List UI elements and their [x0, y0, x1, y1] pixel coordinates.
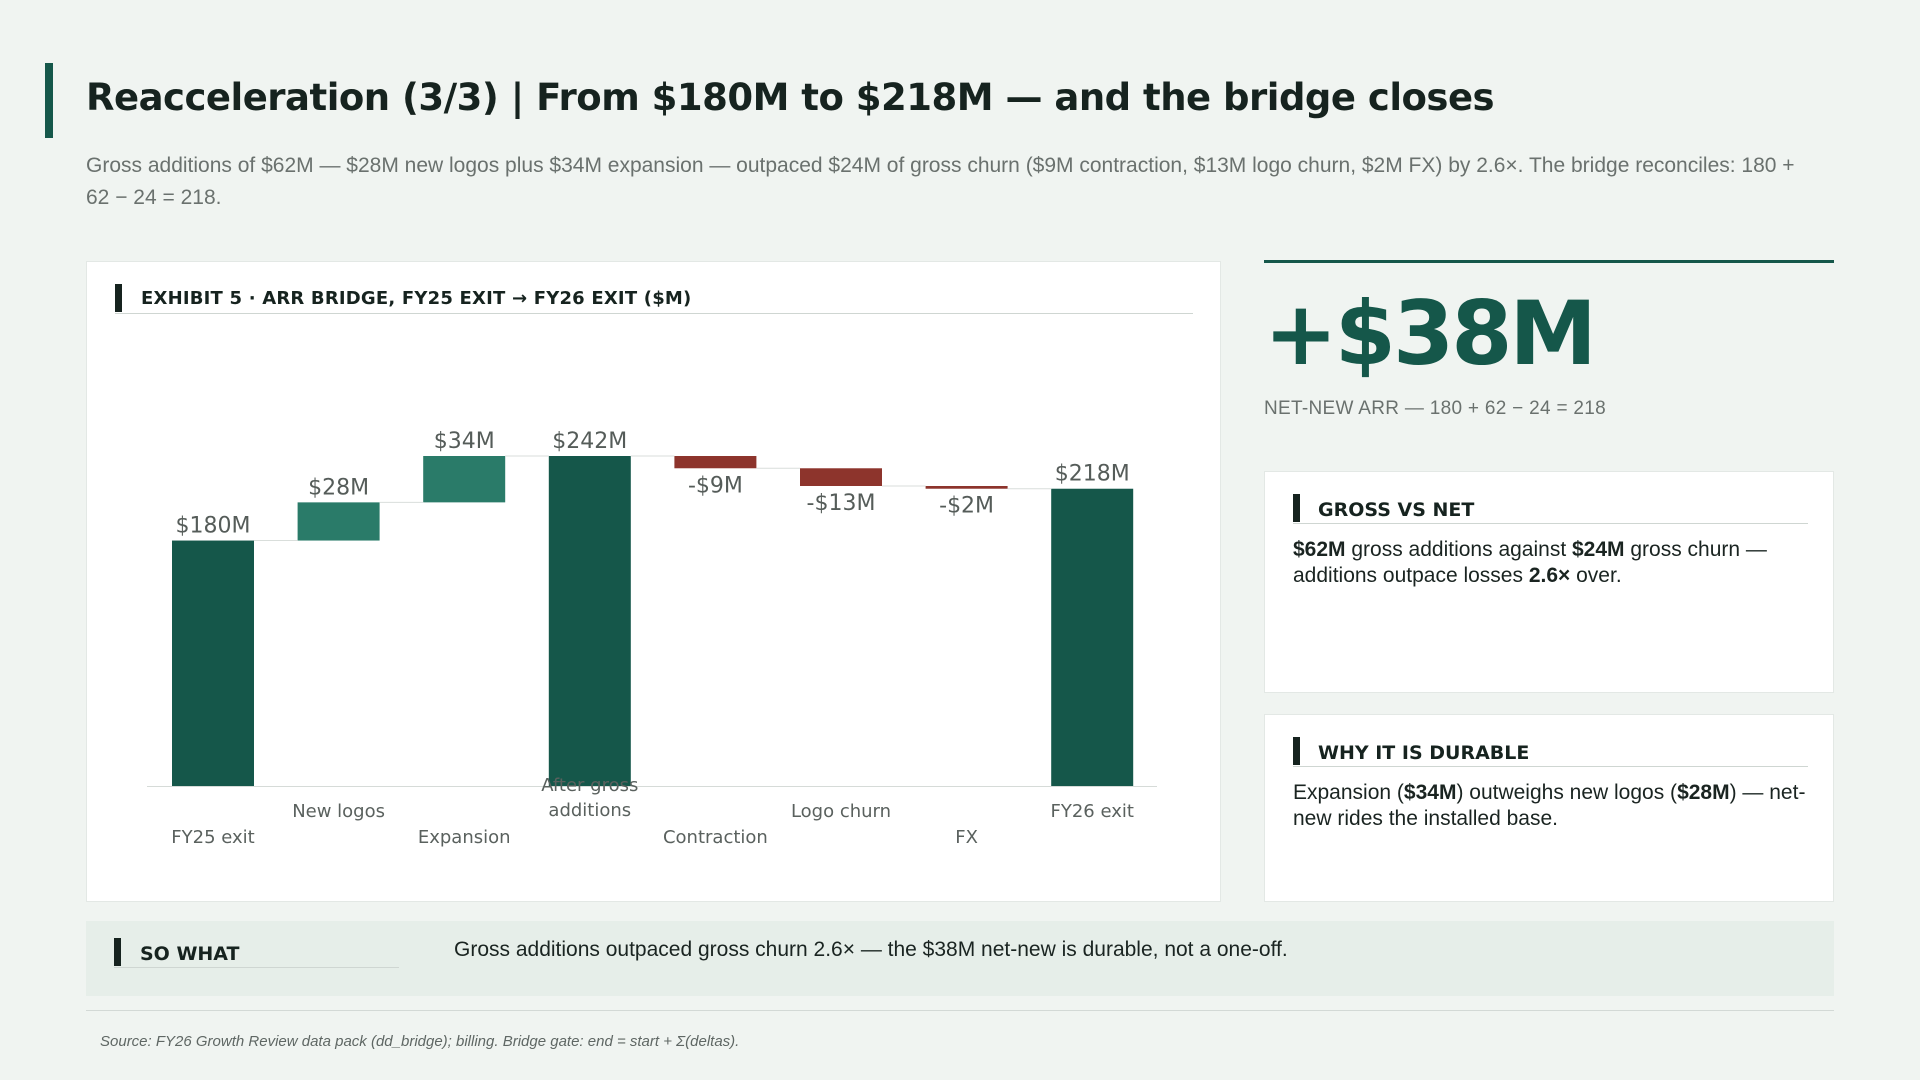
source-note: Source: FY26 Growth Review data pack (dd…: [100, 1033, 740, 1050]
card-title: GROSS VS NET: [1318, 499, 1475, 521]
kpi-rule: [1264, 260, 1834, 263]
card-header: GROSS VS NET: [1293, 494, 1808, 524]
waterfall-chart: $180M FY25 exit $28M New logos $34M Expansion…: [147, 429, 1157, 848]
card-text: $62M gross additions against $24M gross …: [1293, 537, 1813, 589]
data-label: -$13M: [807, 491, 876, 516]
footer-divider: [86, 1010, 1834, 1011]
so-what-text: Gross additions outpaced gross churn 2.6…: [454, 938, 1288, 961]
so-what-title: SO WHAT: [140, 943, 240, 965]
data-label: $218M: [1055, 462, 1130, 487]
data-label: $28M: [308, 475, 369, 500]
gross-vs-net-card: GROSS VS NET $62M gross additions agains…: [1264, 471, 1834, 693]
category-label: Logo churn: [791, 801, 891, 822]
waterfall-bar: [172, 540, 254, 786]
data-label: $34M: [434, 429, 495, 454]
category-label: FY26 exit: [1050, 801, 1133, 822]
exhibit-tick: [115, 284, 122, 312]
card-title: WHY IT IS DURABLE: [1318, 742, 1530, 764]
card-tick: [1293, 494, 1300, 522]
kpi-caption: NET-NEW ARR — 180 + 62 − 24 = 218: [1264, 398, 1607, 419]
category-label: Expansion: [418, 827, 511, 848]
text-run: ) — net-new rides the installed base.: [1293, 781, 1806, 830]
data-label: -$9M: [688, 473, 743, 498]
emphasis: $24M: [1572, 538, 1625, 561]
waterfall-bar: [423, 456, 506, 503]
waterfall-bar: [925, 486, 1008, 489]
data-label: -$2M: [939, 494, 994, 519]
category-label: additions: [548, 800, 631, 821]
so-what-header: SO WHAT: [114, 938, 399, 968]
page-subtitle: Gross additions of $62M — $28M new logos…: [86, 154, 1795, 209]
waterfall-bar: [800, 468, 882, 486]
text-run: gross churn — additions outpace losses: [1293, 538, 1767, 587]
waterfall-bar: [548, 456, 631, 786]
waterfall-bar: [297, 502, 380, 541]
data-label: $180M: [176, 514, 251, 539]
waterfall-bar: [674, 456, 757, 469]
emphasis: $62M: [1293, 538, 1346, 561]
so-what-banner: SO WHAT Gross additions outpaced gross c…: [86, 921, 1834, 996]
card-tick: [1293, 737, 1300, 765]
emphasis: 2.6×: [1528, 564, 1571, 587]
emphasis: $34M: [1403, 781, 1457, 804]
category-label: After gross: [541, 775, 638, 796]
so-what-tick: [114, 938, 121, 966]
chart-card: EXHIBIT 5 · ARR BRIDGE, FY25 EXIT → FY26…: [86, 261, 1221, 902]
text-run: Expansion (: [1293, 781, 1404, 804]
kpi-value: +$38M: [1264, 282, 1597, 385]
text-run: gross additions against: [1345, 538, 1572, 561]
exhibit-header: EXHIBIT 5 · ARR BRIDGE, FY25 EXIT → FY26…: [115, 284, 1193, 314]
card-text: Expansion ($34M) outweighs new logos ($2…: [1293, 780, 1813, 832]
category-label: FY25 exit: [171, 827, 254, 848]
title-accent-bar: [45, 63, 53, 138]
card-header: WHY IT IS DURABLE: [1293, 737, 1808, 767]
page-title: Reacceleration (3/3) | From $180M to $21…: [86, 76, 1495, 119]
category-label: New logos: [292, 801, 385, 822]
text-run: ) outweighs new logos (: [1456, 781, 1678, 804]
text-run: over.: [1570, 564, 1622, 587]
data-label: $242M: [552, 429, 627, 454]
exhibit-label: EXHIBIT 5 · ARR BRIDGE, FY25 EXIT → FY26…: [141, 288, 692, 309]
emphasis: $28M: [1677, 781, 1730, 804]
category-label: FX: [955, 827, 978, 848]
category-label: Contraction: [663, 827, 768, 848]
why-durable-card: WHY IT IS DURABLE Expansion ($34M) outwe…: [1264, 714, 1834, 902]
waterfall-bar: [1051, 488, 1134, 786]
